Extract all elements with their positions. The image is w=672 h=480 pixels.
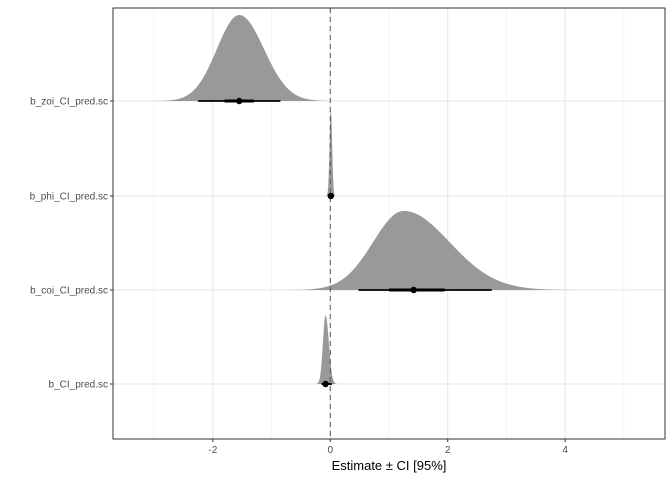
interval-layer	[198, 97, 492, 388]
x-tick-label: 0	[327, 445, 333, 456]
point-estimate-b_phi_CI_pred.sc	[327, 192, 335, 200]
point-estimate-b_coi_CI_pred.sc	[410, 286, 417, 294]
x-axis-title: Estimate ± CI [95%]	[332, 458, 447, 473]
x-tick-label: 4	[562, 445, 568, 456]
density-b_CI_pred.sc	[313, 315, 343, 384]
point-estimate-b_CI_pred.sc	[322, 380, 329, 388]
y-tick-label: b_zoi_CI_pred.sc	[30, 97, 108, 108]
panel-border	[112, 7, 666, 440]
density-b_zoi_CI_pred.sc	[136, 15, 331, 101]
y-tick-label: b_phi_CI_pred.sc	[30, 192, 108, 203]
x-tick-label: 2	[445, 445, 451, 456]
x-axis: -2 0 2 4	[208, 439, 568, 456]
density-b_coi_CI_pred.sc	[289, 210, 583, 290]
density-b_phi_CI_pred.sc	[323, 110, 339, 196]
y-tick-label: b_CI_pred.sc	[49, 380, 108, 391]
y-tick-label: b_coi_CI_pred.sc	[30, 286, 108, 297]
point-estimate-b_zoi_CI_pred.sc	[236, 97, 243, 105]
x-tick-label: -2	[208, 445, 217, 456]
density-layer	[136, 15, 583, 384]
y-axis: b_zoi_CI_pred.sc b_phi_CI_pred.sc b_coi_CI…	[30, 97, 113, 391]
